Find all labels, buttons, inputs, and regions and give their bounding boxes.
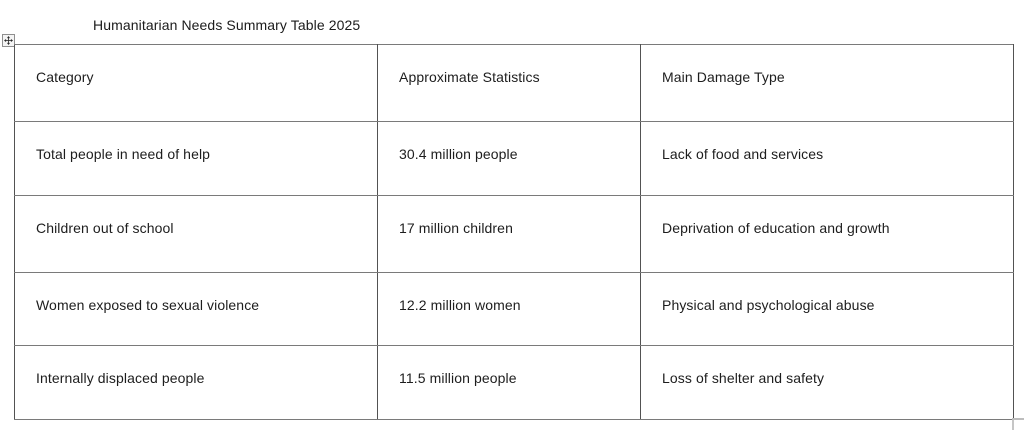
table-cell-category[interactable]: Total people in need of help [14,121,378,196]
table-cell-statistics[interactable]: 30.4 million people [377,121,641,196]
table-move-handle[interactable] [2,34,15,47]
table-row: Total people in need of help 30.4 millio… [14,121,1014,196]
page-title[interactable]: Humanitarian Needs Summary Table 2025 [93,17,361,33]
table-cell-statistics[interactable]: 11.5 million people [377,345,641,420]
table-row: Women exposed to sexual violence 12.2 mi… [14,272,1014,346]
column-header-damage[interactable]: Main Damage Type [640,44,1014,122]
table-row: Internally displaced people 11.5 million… [14,345,1014,420]
column-header-category[interactable]: Category [14,44,378,122]
table-cell-statistics[interactable]: 17 million children [377,195,641,273]
table-cell-statistics[interactable]: 12.2 million women [377,272,641,346]
table-cell-damage[interactable]: Deprivation of education and growth [640,195,1014,273]
table-cell-category[interactable]: Women exposed to sexual violence [14,272,378,346]
table-row: Children out of school 17 million childr… [14,195,1014,273]
move-arrows-icon [4,36,13,45]
table-cell-damage[interactable]: Lack of food and services [640,121,1014,196]
humanitarian-needs-table: Category Approximate Statistics Main Dam… [14,44,1014,420]
table-cell-damage[interactable]: Loss of shelter and safety [640,345,1014,420]
table-cell-category[interactable]: Internally displaced people [14,345,378,420]
table-cell-damage[interactable]: Physical and psychological abuse [640,272,1014,346]
gridline-artifact-vertical [1012,420,1014,430]
table-cell-category[interactable]: Children out of school [14,195,378,273]
column-header-statistics[interactable]: Approximate Statistics [377,44,641,122]
gridline-artifact-horizontal [1012,418,1024,420]
table-header-row: Category Approximate Statistics Main Dam… [14,44,1014,122]
